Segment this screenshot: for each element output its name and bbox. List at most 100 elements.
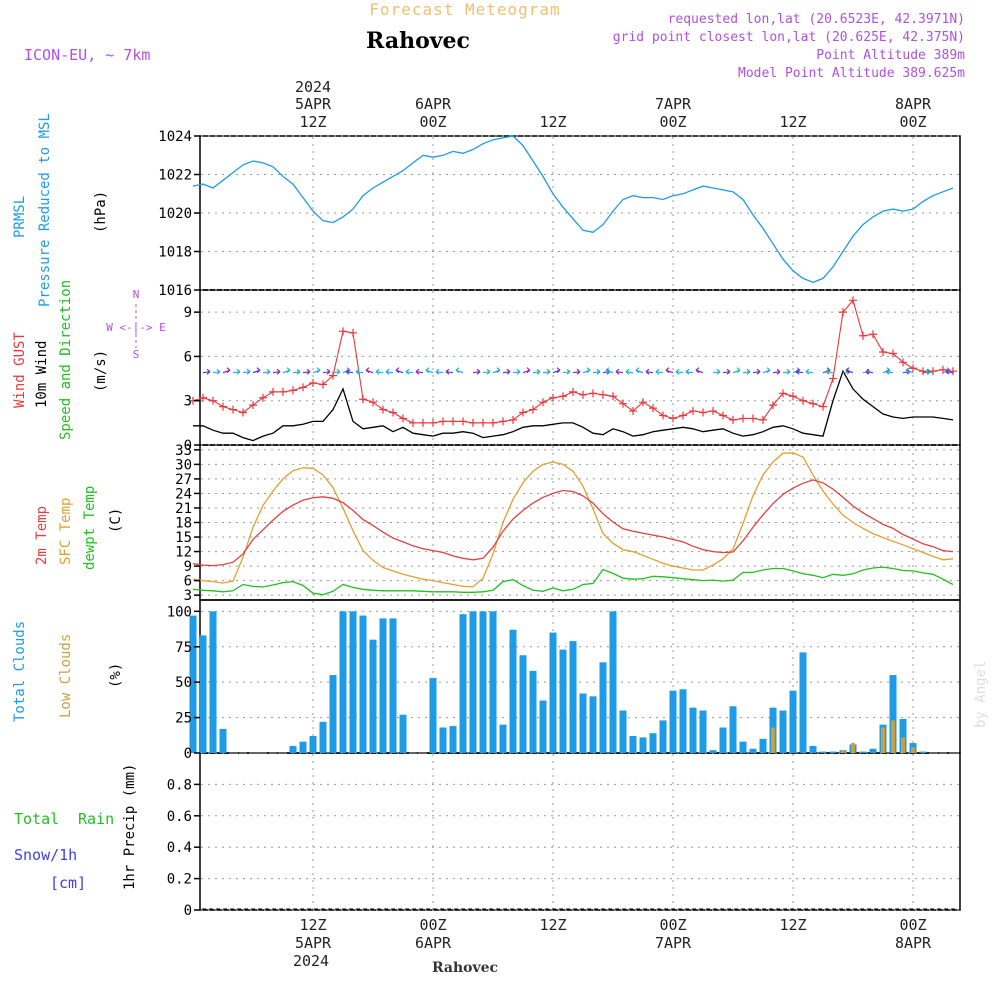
top-axis-date: 5APR (295, 95, 332, 113)
y-tick-label: 6 (184, 574, 192, 590)
wind-arrowhead (236, 368, 241, 375)
gust-marker (829, 374, 837, 383)
wind-arrowhead (635, 367, 640, 374)
wind-arrowhead (845, 367, 850, 374)
gust-marker (459, 417, 467, 426)
dewpt-line (192, 566, 954, 596)
wind-arrowhead (905, 367, 910, 374)
gust-marker (679, 411, 687, 420)
total-cloud-bar (359, 615, 367, 753)
wind-arrow (502, 371, 511, 374)
y-tick-label: 33 (175, 443, 192, 459)
total-cloud-bar (639, 737, 647, 753)
gust-marker (209, 396, 217, 405)
wind-arrow (925, 371, 934, 374)
total-cloud-bar (319, 721, 327, 753)
gust-marker (699, 408, 707, 417)
top-year-label: 2024 (295, 78, 331, 96)
total-cloud-bar (289, 745, 297, 753)
y-tick-label: 50 (175, 675, 192, 691)
requested-coords: requested lon,lat (20.6523E, 42.3971N) (668, 12, 965, 27)
wind-arrow (355, 371, 364, 374)
y-tick-label: 25 (175, 711, 192, 727)
wind-arrowhead (405, 368, 410, 375)
compass-south-label: S (133, 348, 140, 361)
y-tick-label: 0 (184, 903, 192, 919)
total-cloud-bar (529, 670, 537, 753)
wind-arrowhead (766, 367, 771, 374)
y-tick-label: 0.4 (167, 840, 192, 856)
y-tick-label: 1018 (158, 245, 192, 261)
total-cloud-bar (389, 618, 397, 753)
y-tick-label: 1020 (158, 206, 192, 222)
gust-marker (639, 398, 647, 407)
total-cloud-bar (299, 741, 307, 753)
wind-arrow (332, 371, 341, 374)
total-cloud-bar (569, 641, 577, 753)
wind-arrowhead (206, 368, 211, 375)
gust-marker (589, 389, 597, 398)
y-tick-label: 24 (175, 486, 192, 502)
wind-arrow (945, 371, 954, 374)
precip-labels: Total Rain Snow/1h [cm] 1hr Precip (mm) (14, 764, 138, 892)
y-tick-label: 30 (175, 457, 192, 473)
wind-arrowhead (746, 368, 751, 375)
total-cloud-bar (619, 710, 627, 753)
gust-marker (449, 417, 457, 426)
total-cloud-bar (309, 736, 317, 753)
total-cloud-bar (649, 733, 657, 753)
total-cloud-bar (689, 707, 697, 753)
wind-arrow (782, 371, 791, 374)
gust-marker (549, 393, 557, 402)
gust-marker (219, 402, 227, 411)
wind-arrowhead (925, 368, 930, 375)
snow-unit-label: [cm] (50, 874, 86, 892)
total-cloud-bar (559, 649, 567, 753)
gust-marker (599, 390, 607, 399)
wind-arrow (795, 371, 804, 374)
wind10-label: 10m Wind (34, 341, 50, 408)
wind-arrowhead (345, 368, 350, 375)
wind-arrow (592, 371, 601, 374)
gust-marker (629, 407, 637, 416)
total-cloud-bar (219, 728, 227, 753)
temp-labels: 2m Temp SFC Temp dewpt Temp (C) (34, 486, 124, 570)
low-cloud-bar (891, 720, 895, 753)
wind-arrowhead (286, 367, 291, 374)
wind-arrowhead (516, 368, 521, 375)
bottom-axis-hour: 12Z (539, 916, 566, 934)
gust-marker (849, 296, 857, 305)
gust-marker (789, 392, 797, 401)
wind-arrowhead (375, 368, 380, 375)
gust-label: Wind GUST (12, 332, 28, 408)
wind-arrow (405, 371, 414, 374)
y-axis-ticks: 1016101810201022102403693691215182124273… (158, 129, 200, 919)
total-cloud-bar (489, 611, 497, 753)
gust-marker (709, 407, 717, 416)
gust-marker (779, 389, 787, 398)
gust-marker (499, 417, 507, 426)
gust-marker (579, 390, 587, 399)
wind-arrowhead (395, 367, 400, 374)
wind-arrowhead (526, 367, 531, 374)
total-cloud-bar (539, 700, 547, 753)
total-cloud-bar (499, 724, 507, 753)
gust-marker (649, 404, 657, 413)
prmsl-desc-label: Pressure Reduced to MSL (37, 113, 53, 307)
wind-arrow (242, 371, 251, 374)
gust-marker (609, 392, 617, 401)
precip-axis-label: 1hr Precip (mm) (122, 764, 138, 890)
wind-arrowhead (256, 367, 261, 374)
wind-arrowhead (736, 367, 741, 374)
wind-arrow (322, 371, 331, 374)
gust-marker (539, 398, 547, 407)
gust-marker (809, 399, 817, 408)
wind-arrow (675, 371, 684, 374)
total-cloud-bar (379, 618, 387, 753)
wind-arrow (625, 371, 634, 374)
total-cloud-bar (349, 611, 357, 753)
low-cloud-bar (851, 743, 855, 753)
total-cloud-bar (449, 726, 457, 753)
gust-marker (949, 367, 957, 376)
